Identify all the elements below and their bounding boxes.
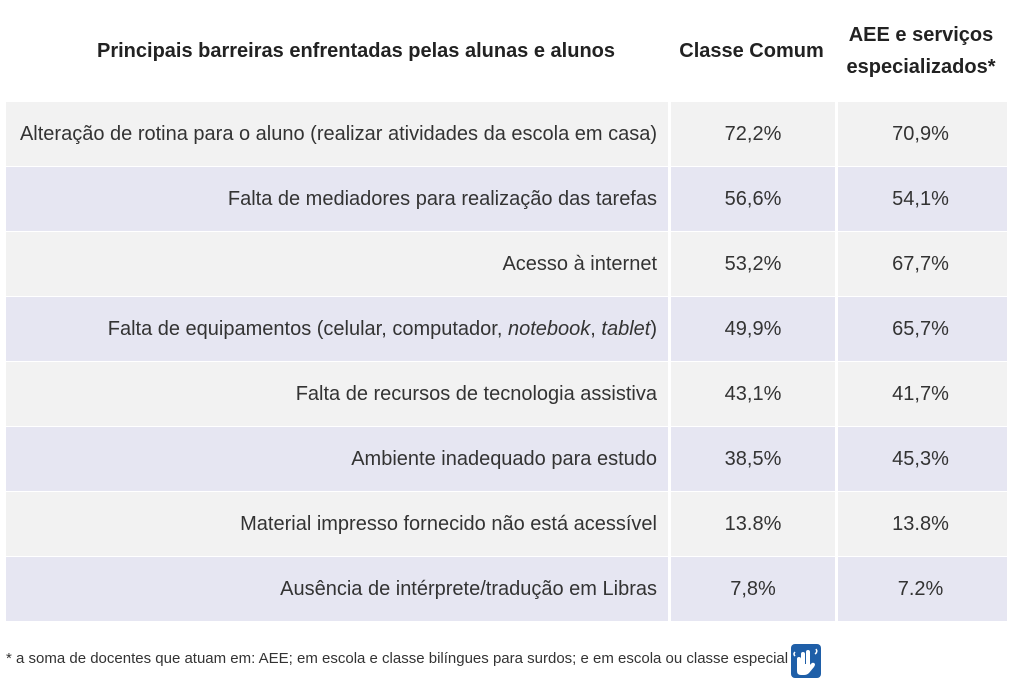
header-barriers: Principais barreiras enfrentadas pelas a… [97,39,615,62]
hands-icon [793,648,818,675]
aee-cell: 13.8% [835,492,1007,556]
barrier-cell: Ambiente inadequado para estudo [351,447,657,470]
barrier-cell: Alteração de rotina para o aluno (realiz… [19,122,657,145]
table-row: Falta de equipamentos (celular, computad… [6,297,1007,362]
table-row: Ausência de intérprete/tradução em Libra… [6,557,1007,622]
header-aee: AEE e serviços especializados* [835,0,1007,102]
barriers-table: Principais barreiras enfrentadas pelas a… [6,0,1007,622]
footnote: * a soma de docentes que atuam em: AEE; … [6,650,789,667]
aee-cell: 67,7% [835,232,1007,296]
libras-sign-language-icon[interactable] [791,644,821,678]
barrier-cell: Acesso à internet [502,252,657,275]
table-row: Falta de mediadores para realização das … [6,167,1007,232]
classe-comum-cell: 43,1% [668,362,835,426]
header-classe-comum: Classe Comum [679,39,824,62]
barrier-text-post: ) [650,317,657,340]
classe-comum-cell: 72,2% [668,102,835,166]
header-aee-line2: especializados* [846,56,996,78]
table-row: Material impresso fornecido não está ace… [6,492,1007,557]
classe-comum-cell: 38,5% [668,427,835,491]
classe-comum-cell: 7,8% [668,557,835,621]
table-header: Principais barreiras enfrentadas pelas a… [6,0,1007,102]
barrier-cell: Falta de mediadores para realização das … [227,187,657,210]
table-row: Acesso à internet 53,2% 67,7% [6,232,1007,297]
table-row: Falta de recursos de tecnologia assistiv… [6,362,1007,427]
classe-comum-cell: 49,9% [668,297,835,361]
aee-cell: 41,7% [835,362,1007,426]
classe-comum-cell: 53,2% [668,232,835,296]
aee-cell: 54,1% [835,167,1007,231]
classe-comum-cell: 56,6% [668,167,835,231]
barrier-text-notebook: notebook [507,317,591,340]
barrier-text-pre: Falta de equipamentos (celular, computad… [107,317,508,340]
aee-cell: 70,9% [835,102,1007,166]
table-row: Alteração de rotina para o aluno (realiz… [6,102,1007,167]
barrier-cell: Falta de recursos de tecnologia assistiv… [295,382,657,405]
table-row: Ambiente inadequado para estudo 38,5% 45… [6,427,1007,492]
barrier-text-mid: , [590,317,602,340]
barrier-cell: Ausência de intérprete/tradução em Libra… [280,577,657,600]
header-aee-line1: AEE e serviços [848,24,994,46]
aee-cell: 7.2% [835,557,1007,621]
barrier-cell: Falta de equipamentos (celular, computad… [6,297,668,361]
barrier-text-tablet: tablet [601,317,651,340]
aee-cell: 65,7% [835,297,1007,361]
aee-cell: 45,3% [835,427,1007,491]
classe-comum-cell: 13.8% [668,492,835,556]
barrier-cell: Material impresso fornecido não está ace… [240,512,657,535]
